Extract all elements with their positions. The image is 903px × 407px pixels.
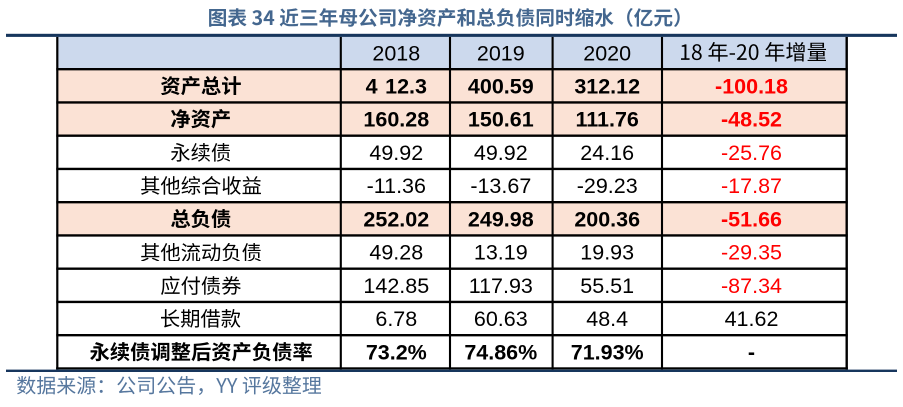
- svg-text:-: -: [748, 340, 755, 364]
- svg-text:2018: 2018: [372, 41, 420, 65]
- svg-text:19.93: 19.93: [580, 241, 634, 265]
- svg-text:150.61: 150.61: [468, 108, 534, 132]
- svg-text:-17.87: -17.87: [721, 174, 782, 198]
- svg-text:49.28: 49.28: [369, 241, 423, 265]
- svg-text:111.76: 111.76: [576, 108, 639, 132]
- svg-text:-13.67: -13.67: [470, 174, 531, 198]
- svg-text:160.28: 160.28: [363, 108, 429, 132]
- svg-text:48.4: 48.4: [586, 307, 628, 331]
- svg-text:71.93%: 71.93%: [571, 340, 644, 364]
- svg-text:74.86%: 74.86%: [464, 340, 537, 364]
- svg-text:-29.23: -29.23: [577, 174, 638, 198]
- svg-text:117.93: 117.93: [469, 274, 533, 298]
- svg-text:-11.36: -11.36: [367, 174, 426, 198]
- svg-text:400.59: 400.59: [468, 74, 534, 98]
- svg-text:49.92: 49.92: [474, 141, 528, 165]
- svg-text:-25.76: -25.76: [721, 141, 782, 165]
- svg-text:200.36: 200.36: [574, 207, 640, 231]
- svg-text:249.98: 249.98: [468, 207, 534, 231]
- svg-text:-100.18: -100.18: [715, 74, 788, 98]
- svg-text:2019: 2019: [477, 41, 525, 65]
- svg-text:55.51: 55.51: [580, 274, 634, 298]
- svg-text:4 12.3: 4 12.3: [366, 74, 427, 98]
- svg-text:6.78: 6.78: [375, 307, 417, 331]
- svg-text:312.12: 312.12: [574, 74, 640, 98]
- svg-text:24.16: 24.16: [580, 141, 634, 165]
- svg-text:41.62: 41.62: [725, 307, 779, 331]
- svg-text:49.92: 49.92: [369, 141, 423, 165]
- svg-text:-48.52: -48.52: [721, 108, 782, 132]
- svg-text:2020: 2020: [583, 41, 631, 65]
- svg-text:13.19: 13.19: [474, 241, 528, 265]
- svg-text:73.2%: 73.2%: [366, 340, 427, 364]
- svg-text:-29.35: -29.35: [721, 241, 782, 265]
- svg-text:60.63: 60.63: [474, 307, 528, 331]
- svg-text:252.02: 252.02: [363, 207, 429, 231]
- svg-text:142.85: 142.85: [363, 274, 429, 298]
- svg-text:-87.34: -87.34: [721, 274, 782, 298]
- svg-text:-51.66: -51.66: [721, 207, 782, 231]
